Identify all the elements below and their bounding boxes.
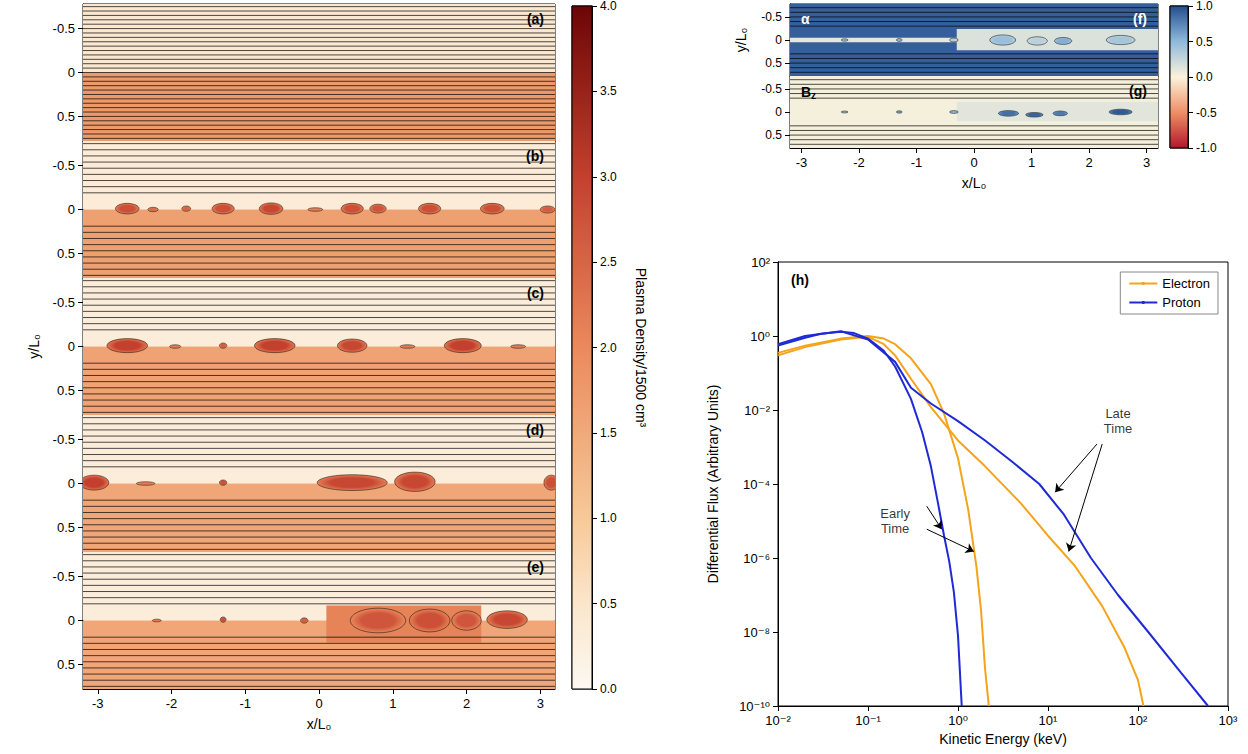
svg-text:0: 0 [68,202,75,217]
svg-text:0: 0 [68,613,75,628]
svg-text:Time: Time [1104,421,1132,436]
svg-text:-0.5: -0.5 [53,432,75,447]
svg-text:10⁰: 10⁰ [750,329,770,344]
svg-text:(b): (b) [526,148,544,164]
svg-text:x/L₀: x/L₀ [307,716,332,732]
svg-text:0.5: 0.5 [57,246,75,261]
svg-text:-1.0: -1.0 [1196,141,1217,155]
svg-text:Kinetic Energy (keV): Kinetic Energy (keV) [939,731,1067,747]
svg-text:-3: -3 [92,696,104,711]
svg-text:z: z [811,90,816,101]
svg-text:10⁰: 10⁰ [948,713,968,728]
svg-text:2: 2 [1085,155,1092,170]
svg-text:10⁻²: 10⁻² [765,713,791,728]
svg-text:-3: -3 [796,155,808,170]
svg-text:Proton: Proton [1162,295,1200,310]
svg-text:1.5: 1.5 [600,426,617,440]
svg-text:10²: 10² [1129,713,1148,728]
svg-text:0: 0 [775,105,782,119]
svg-text:1.0: 1.0 [1196,0,1213,13]
svg-text:0.0: 0.0 [1196,70,1213,84]
svg-text:Early: Early [880,506,910,521]
svg-text:α: α [801,11,810,27]
svg-text:Electron: Electron [1162,276,1210,291]
svg-text:10⁻⁶: 10⁻⁶ [743,551,770,566]
svg-text:0.5: 0.5 [57,520,75,535]
svg-text:(e): (e) [527,559,544,575]
svg-text:10⁻⁸: 10⁻⁸ [743,625,770,640]
svg-text:x/L₀: x/L₀ [962,175,987,191]
svg-text:Time: Time [881,521,909,536]
svg-text:-0.5: -0.5 [761,10,782,24]
svg-text:(g): (g) [1129,83,1147,99]
svg-text:2.0: 2.0 [600,341,617,355]
svg-text:(f): (f) [1133,11,1147,27]
svg-text:3.5: 3.5 [600,84,617,98]
svg-text:3: 3 [1143,155,1150,170]
svg-text:3: 3 [537,696,544,711]
svg-text:0: 0 [68,65,75,80]
svg-text:10⁻¹: 10⁻¹ [855,713,881,728]
svg-text:1: 1 [1028,155,1035,170]
svg-text:10³: 10³ [1219,713,1238,728]
svg-text:-1: -1 [239,696,251,711]
svg-text:10⁻²: 10⁻² [744,403,770,418]
svg-text:1: 1 [389,696,396,711]
svg-text:0: 0 [775,33,782,47]
svg-text:10¹: 10¹ [1039,713,1058,728]
svg-text:-0.5: -0.5 [53,295,75,310]
svg-text:-0.5: -0.5 [761,82,782,96]
svg-text:10⁻⁴: 10⁻⁴ [743,477,770,492]
svg-text:10⁻¹⁰: 10⁻¹⁰ [739,699,770,714]
svg-text:Late: Late [1105,406,1130,421]
svg-text:(h): (h) [791,272,809,288]
svg-text:-0.5: -0.5 [1196,106,1217,120]
svg-text:-2: -2 [166,696,178,711]
svg-text:y/L₀: y/L₀ [733,28,749,53]
svg-text:0.5: 0.5 [1196,35,1213,49]
svg-text:2: 2 [463,696,470,711]
svg-text:-0.5: -0.5 [53,569,75,584]
svg-text:(a): (a) [527,11,544,27]
svg-text:(d): (d) [526,422,544,438]
svg-text:0.5: 0.5 [57,657,75,672]
svg-text:0.0: 0.0 [600,682,617,696]
svg-text:0.5: 0.5 [600,597,617,611]
svg-text:0.5: 0.5 [57,383,75,398]
svg-text:Differential Flux (Arbitrary U: Differential Flux (Arbitrary Units) [705,385,721,584]
svg-text:1.0: 1.0 [600,511,617,525]
svg-text:0: 0 [315,696,322,711]
svg-text:-1: -1 [911,155,923,170]
svg-text:0: 0 [68,339,75,354]
svg-text:2.5: 2.5 [600,255,617,269]
svg-text:10²: 10² [751,255,770,270]
svg-text:Plasma Density/1500 cm³: Plasma Density/1500 cm³ [633,268,649,428]
svg-text:y/L₀: y/L₀ [26,334,42,359]
svg-text:-2: -2 [853,155,865,170]
svg-text:-0.5: -0.5 [53,21,75,36]
svg-text:0: 0 [970,155,977,170]
svg-text:-0.5: -0.5 [53,158,75,173]
svg-text:B: B [801,84,811,100]
svg-text:4.0: 4.0 [600,0,617,13]
svg-text:3.0: 3.0 [600,170,617,184]
svg-text:0.5: 0.5 [765,56,782,70]
svg-text:0.5: 0.5 [765,128,782,142]
svg-text:0: 0 [68,476,75,491]
svg-text:0.5: 0.5 [57,109,75,124]
svg-text:(c): (c) [527,285,544,301]
